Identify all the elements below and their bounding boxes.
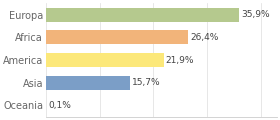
Text: 0,1%: 0,1% (48, 101, 71, 110)
Bar (46, 53, 164, 67)
Bar (46, 8, 239, 22)
Text: 35,9%: 35,9% (241, 10, 270, 19)
Text: 26,4%: 26,4% (190, 33, 218, 42)
Bar (46, 30, 188, 45)
Bar (46, 75, 130, 90)
Text: 21,9%: 21,9% (166, 55, 194, 65)
Text: 15,7%: 15,7% (132, 78, 161, 87)
